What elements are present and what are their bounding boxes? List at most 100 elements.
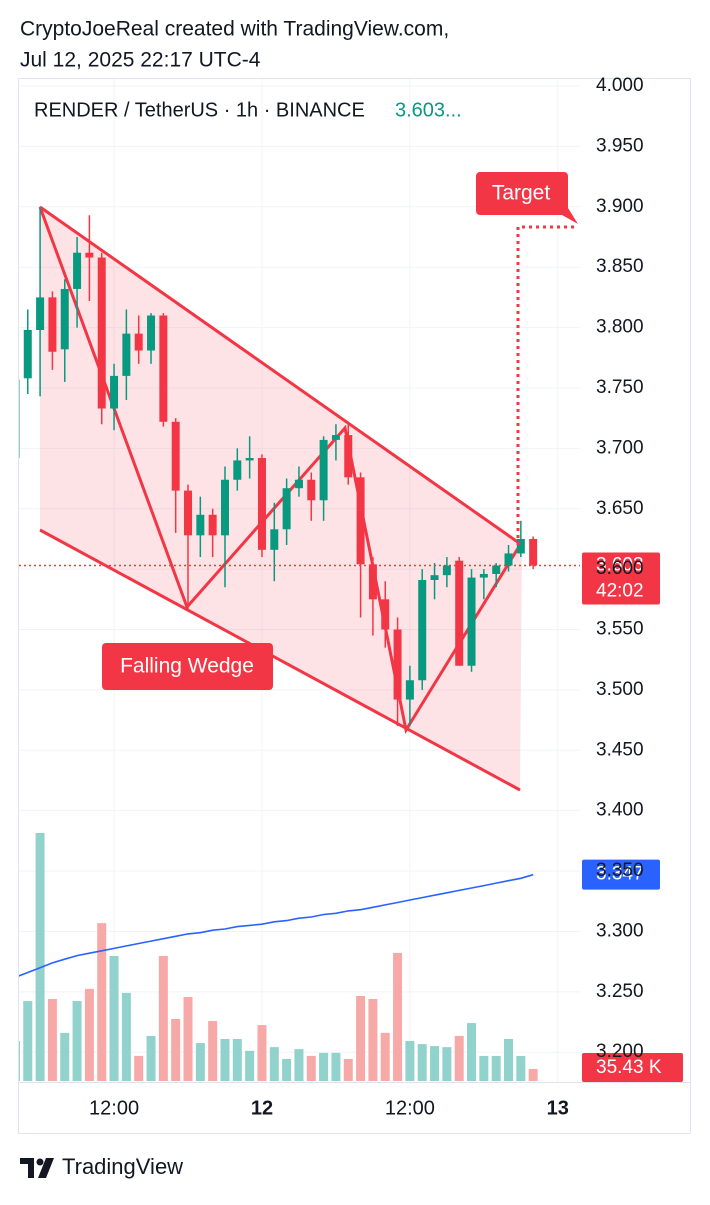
volume-bar	[430, 1046, 440, 1081]
brand-logo	[20, 1158, 54, 1178]
y-tick-label: 3.650	[596, 498, 644, 519]
volume-bar	[491, 1055, 501, 1081]
target-path	[516, 225, 578, 545]
y-tick-label: 3.900	[596, 196, 644, 217]
candle-body	[418, 580, 427, 681]
y-tick-label: 3.700	[596, 437, 644, 458]
volume-ma-label: 3.347	[596, 864, 644, 885]
volume-bar	[232, 1038, 242, 1081]
y-tick-label: 3.250	[596, 981, 644, 1002]
volume-bar	[294, 1049, 304, 1081]
countdown-label: 42:02	[596, 581, 644, 602]
volume-bar	[479, 1055, 489, 1081]
candle-body	[282, 488, 291, 530]
y-tick-label: 3.800	[596, 317, 644, 338]
candle-body	[233, 460, 242, 480]
y-tick-label: 3.500	[596, 679, 644, 700]
candle-body	[294, 479, 303, 489]
candle-body	[184, 490, 193, 536]
candle-body	[381, 599, 390, 630]
volume-bar	[319, 1052, 329, 1081]
candle-body	[220, 479, 229, 536]
volume-bar	[454, 1035, 464, 1081]
volume-bar	[343, 1058, 353, 1081]
candle-body	[208, 514, 217, 536]
candle-body	[85, 252, 94, 258]
volume-pane	[19, 833, 538, 1081]
volume-bar	[47, 999, 57, 1081]
volume-bar	[282, 1058, 292, 1081]
volume-bar	[158, 955, 168, 1081]
volume-bar	[171, 1019, 181, 1081]
candle-body	[516, 538, 525, 554]
candle-body	[331, 435, 340, 440]
wedge-lower-line	[39, 528, 521, 792]
candle-body	[393, 629, 402, 700]
candle-body	[19, 379, 20, 459]
volume-last-label: 35.43 K	[596, 1057, 662, 1078]
candle-body	[48, 297, 57, 352]
candle-body	[270, 529, 279, 550]
volume-bar	[84, 988, 94, 1081]
candle-body	[134, 333, 143, 351]
candle-body	[492, 565, 501, 574]
x-tick-label: 12:00	[385, 1097, 435, 1119]
y-tick-label: 3.550	[596, 619, 644, 640]
volume-bar	[380, 1032, 390, 1081]
volume-bar	[183, 996, 193, 1081]
brand-name: TradingView	[62, 1154, 183, 1179]
candles	[19, 206, 538, 977]
volume-bar	[528, 1068, 538, 1081]
volume-bar	[405, 1041, 415, 1081]
volume-bar	[134, 1055, 144, 1081]
y-tick-label: 3.350	[596, 860, 644, 881]
overlay: 3.603 42:02 3.347 35.43 K	[19, 552, 683, 1082]
candle-body	[257, 458, 266, 550]
volume-bar	[109, 955, 119, 1081]
symbol-legend: RENDER / TetherUS · 1h · BINANCE	[34, 99, 365, 121]
candle-body	[122, 333, 131, 376]
volume-bar	[442, 1047, 452, 1081]
candle-body	[529, 538, 538, 566]
candle-body	[196, 514, 205, 536]
candle-body	[356, 477, 365, 565]
candle-body	[430, 575, 439, 580]
candle-body	[307, 479, 316, 501]
volume-bar	[393, 952, 403, 1081]
candle-body	[73, 252, 82, 289]
volume-bar	[257, 1025, 267, 1081]
candle-body	[455, 560, 464, 666]
volume-bar	[208, 1021, 218, 1081]
wedge-label: Falling Wedge	[120, 655, 254, 678]
y-tick-label: 3.600	[596, 558, 644, 579]
candle-body	[442, 565, 451, 576]
candle-body	[147, 315, 156, 351]
legend-price: 3.603...	[395, 99, 462, 121]
target-box	[476, 172, 578, 224]
volume-bar	[269, 1047, 279, 1081]
candle-body	[504, 553, 513, 566]
volume-bar	[121, 992, 131, 1081]
candle-body	[319, 439, 328, 501]
wedge-zigzag	[38, 206, 522, 735]
candle-body	[171, 421, 180, 491]
volume-bar	[467, 1023, 477, 1081]
candle-body	[245, 458, 254, 461]
volume-bar	[195, 1043, 205, 1081]
y-tick-label: 3.400	[596, 800, 644, 821]
candle-body	[405, 680, 414, 700]
volume-last-box	[582, 1053, 683, 1082]
volume-ma-line	[19, 873, 534, 977]
y-tick-label: 3.450	[596, 739, 644, 760]
volume-bar	[516, 1055, 526, 1081]
volume-bar	[504, 1038, 514, 1081]
candle-body	[159, 315, 168, 422]
candle-body	[97, 257, 106, 409]
y-tick-label: 3.300	[596, 920, 644, 941]
last-price-box	[582, 552, 660, 605]
candle-body	[36, 297, 45, 330]
header-line: CryptoJoeReal created with TradingView.c…	[20, 18, 449, 41]
volume-ma-box	[582, 859, 660, 890]
chart-frame	[18, 78, 691, 1134]
